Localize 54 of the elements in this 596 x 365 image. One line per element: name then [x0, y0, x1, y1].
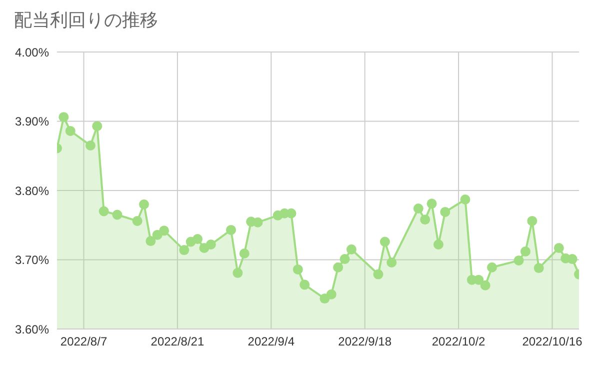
- point: [92, 121, 102, 132]
- point: [380, 236, 390, 247]
- point: [179, 245, 190, 256]
- point: [326, 289, 336, 300]
- point: [58, 112, 69, 122]
- point: [413, 204, 424, 214]
- point: [474, 274, 484, 285]
- point: [440, 206, 450, 217]
- point: [226, 224, 236, 235]
- point: [292, 264, 303, 274]
- point: [346, 244, 356, 254]
- y-tick-label: 3.80%: [14, 184, 50, 198]
- point: [567, 254, 578, 264]
- x-tick-label: 2022/9/4: [248, 334, 295, 349]
- point: [286, 208, 296, 218]
- point: [433, 240, 444, 250]
- point: [373, 269, 384, 280]
- point: [300, 280, 310, 290]
- point: [480, 280, 490, 290]
- point: [239, 248, 250, 259]
- point: [65, 126, 76, 136]
- point: [85, 140, 96, 150]
- x-tick-label: 2022/8/7: [60, 334, 108, 349]
- point: [139, 199, 149, 210]
- y-tick-label: 3.70%: [14, 253, 50, 268]
- point: [112, 210, 122, 220]
- point: [460, 194, 470, 205]
- y-tick-label: 4.00%: [14, 45, 50, 60]
- y-tick-label: 3.90%: [14, 114, 50, 129]
- point: [159, 226, 170, 236]
- x-tick-label: 2022/10/2: [432, 334, 486, 349]
- point: [252, 217, 263, 228]
- point: [386, 258, 397, 268]
- chart-title: 配当利回りの推移: [14, 9, 158, 32]
- point: [192, 234, 203, 244]
- point: [534, 263, 544, 274]
- point: [98, 206, 109, 216]
- point: [340, 254, 350, 264]
- point: [333, 262, 344, 272]
- point: [132, 216, 142, 226]
- point: [420, 214, 430, 225]
- x-tick-label: 2022/10/16: [522, 334, 583, 349]
- point: [232, 268, 243, 278]
- x-tick-label: 2022/9/18: [338, 334, 392, 349]
- y-tick-label: 3.60%: [14, 322, 50, 336]
- point: [514, 255, 524, 266]
- point: [520, 246, 530, 256]
- point: [146, 236, 156, 246]
- point: [527, 216, 538, 226]
- point: [554, 242, 564, 253]
- point: [487, 262, 497, 272]
- point: [426, 198, 437, 209]
- x-tick-label: 2022/8/21: [150, 334, 204, 349]
- point: [206, 240, 216, 250]
